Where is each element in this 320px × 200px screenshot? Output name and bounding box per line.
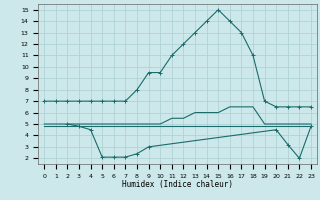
X-axis label: Humidex (Indice chaleur): Humidex (Indice chaleur) [122, 180, 233, 189]
